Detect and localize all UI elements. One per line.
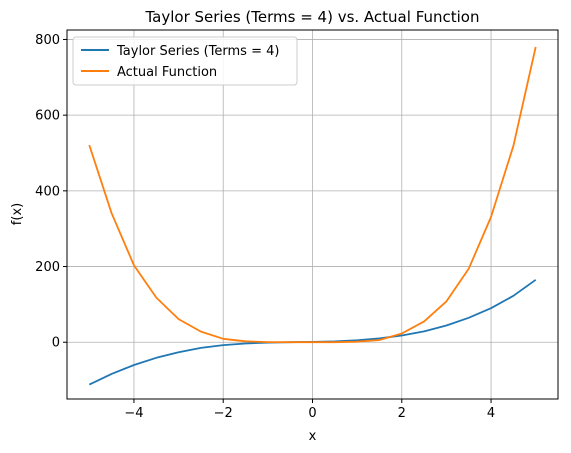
x-tick-label: 2 [398,406,406,421]
legend-label-actual-function: Actual Function [117,65,217,80]
y-tick-label: 0 [52,336,60,351]
y-axis-label: f(x) [10,203,25,225]
ticks: −4 −2 0 2 4 0 200 400 600 800 [35,33,495,421]
x-tick-label: 0 [308,406,316,421]
y-tick-label: 800 [35,33,60,48]
x-tick-label: −4 [124,406,143,421]
series-line-1 [88,46,537,344]
y-tick-label: 200 [35,260,60,275]
x-axis-label: x [309,429,317,444]
y-tick-label: 600 [35,109,60,124]
x-tick-label: −2 [214,406,233,421]
y-tick-label: 400 [35,184,60,199]
series-group [88,46,537,386]
legend-label-taylor-series: Taylor Series (Terms = 4) [116,44,279,59]
chart-title: Taylor Series (Terms = 4) vs. Actual Fun… [144,8,479,26]
legend: Taylor Series (Terms = 4) Actual Functio… [72,36,298,86]
legend-box [72,36,298,86]
x-tick-label: 4 [487,406,495,421]
